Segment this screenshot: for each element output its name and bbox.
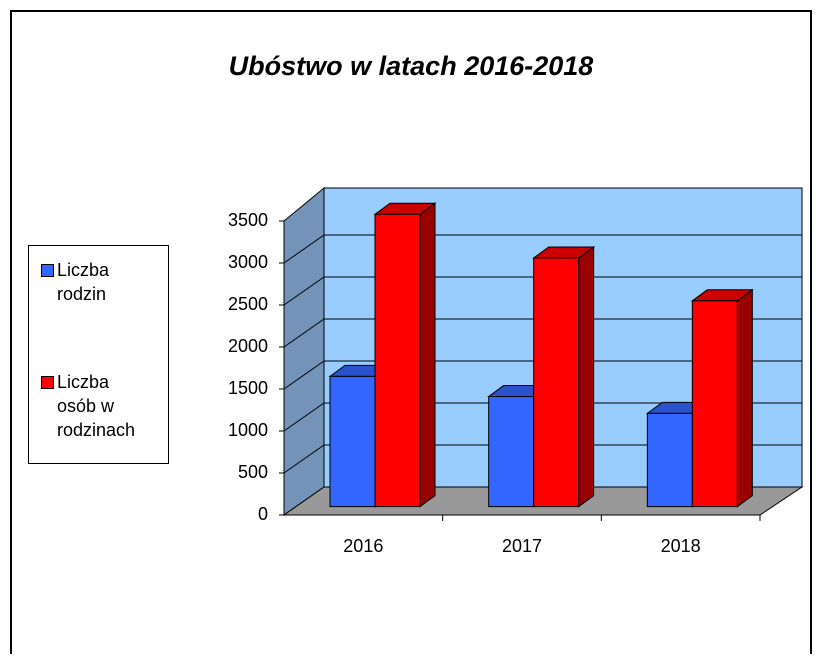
legend-item: Liczba osób w rodzinach (41, 370, 147, 442)
bar-front (329, 375, 376, 508)
y-tick-label: 500 (238, 462, 268, 482)
plot: 0 500 1000 1500 2000 2500 3000 3500 2016 2017 2018 (228, 202, 802, 556)
y-tick-label: 2000 (228, 336, 268, 356)
y-tick-label: 1000 (228, 420, 268, 440)
bar-side (419, 202, 436, 508)
legend-label: Liczba rodzin (57, 260, 110, 304)
bar (373, 202, 437, 508)
x-tick-label: 2018 (661, 536, 701, 556)
bar-side (736, 288, 753, 508)
grid-line (283, 276, 802, 306)
legend: Liczba rodzin Liczba osób w rodzinach (28, 245, 169, 464)
y-tick-label: 3000 (228, 252, 268, 272)
grid-line (283, 318, 802, 348)
bar (532, 245, 596, 508)
legend-swatch (41, 376, 54, 389)
frame (10, 10, 812, 654)
legend-item: Liczba rodzin (41, 258, 147, 306)
chart-title: Ubóstwo w latach 2016-2018 (229, 51, 594, 81)
x-tick-label: 2016 (343, 536, 383, 556)
y-tick-label: 1500 (228, 378, 268, 398)
bar (690, 288, 754, 508)
grid-line (283, 402, 802, 432)
y-tick-label: 2500 (228, 294, 268, 314)
grid-line (283, 234, 802, 264)
legend-label: Liczba osób w rodzinach (57, 372, 136, 440)
bar-front (488, 396, 535, 508)
bar-front (374, 213, 421, 508)
left-wall (283, 186, 325, 516)
bar-front (533, 257, 580, 508)
legend-swatch (41, 264, 54, 277)
bar-front (646, 412, 693, 508)
bar-side (578, 245, 595, 508)
y-tick-label: 0 (258, 504, 268, 524)
grid-line (283, 444, 802, 474)
bar-front (691, 300, 738, 508)
y-tick-label: 3500 (228, 210, 268, 230)
grid-line (283, 360, 802, 390)
x-tick-label: 2017 (502, 536, 542, 556)
